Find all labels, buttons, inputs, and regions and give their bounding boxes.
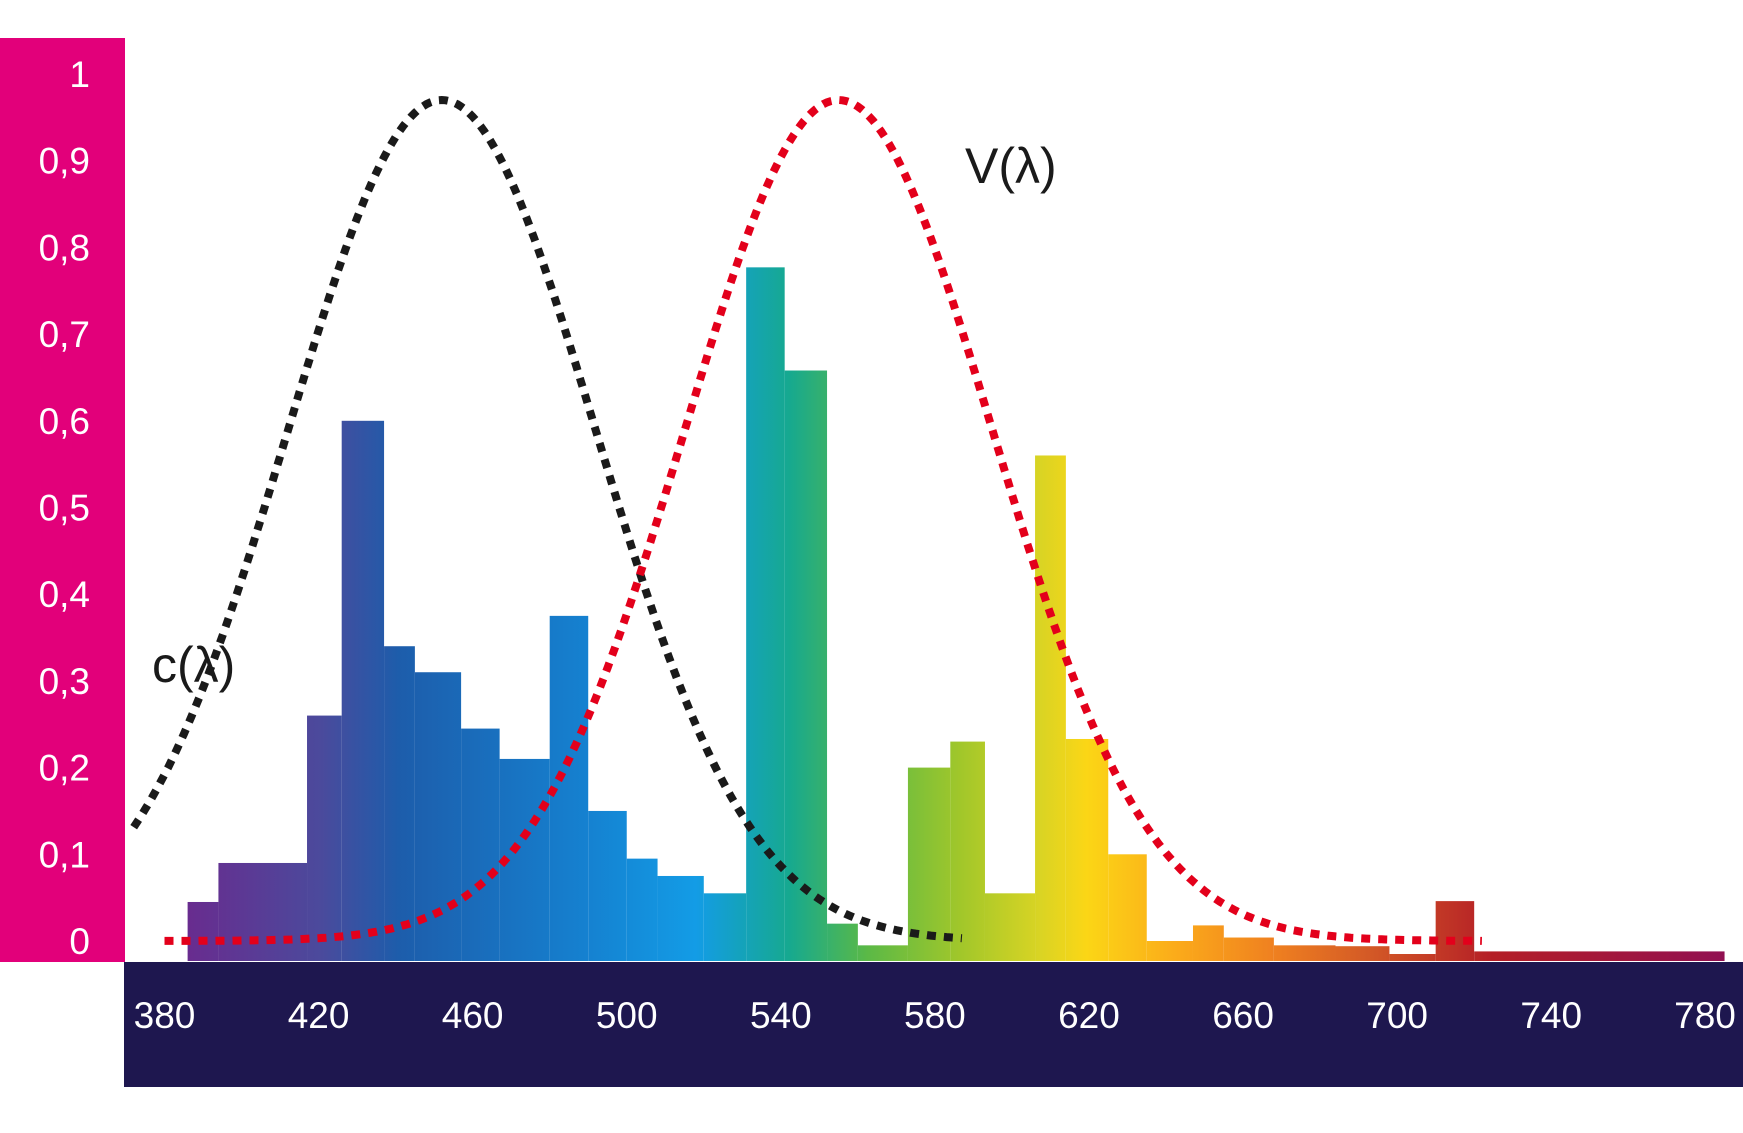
spectrum-bar-22 xyxy=(1108,854,1147,961)
y-tick-label: 0,3 xyxy=(39,661,90,702)
spectrum-bar-27 xyxy=(1335,946,1390,961)
x-tick-label: 620 xyxy=(1058,995,1120,1036)
spectrum-bar-13 xyxy=(746,267,785,961)
x-tick-label: 380 xyxy=(134,995,196,1036)
spectrum-bar-16 xyxy=(857,945,908,961)
spectrum-bar-15 xyxy=(827,923,858,961)
v-lambda-curve xyxy=(164,95,1483,945)
spectrum-bar-6 xyxy=(461,728,500,961)
x-tick-label: 500 xyxy=(596,995,658,1036)
spectrum-bar-2 xyxy=(307,715,342,961)
spectrum-bar-0 xyxy=(187,901,219,961)
curves xyxy=(130,95,1483,945)
v-lambda-label: V(λ) xyxy=(965,138,1057,194)
spectrum-bar-24 xyxy=(1192,925,1224,961)
spectrum-bar-12 xyxy=(703,893,747,961)
y-tick-label: 0,4 xyxy=(39,574,90,615)
spectrum-bar-28 xyxy=(1389,954,1436,961)
spectrum-bar-1 xyxy=(218,862,308,961)
x-tick-label: 780 xyxy=(1674,995,1736,1036)
y-tick-label: 0,5 xyxy=(39,488,90,529)
x-tick-label: 580 xyxy=(904,995,966,1036)
y-axis-panel xyxy=(0,38,125,962)
spectrum-bar-23 xyxy=(1146,941,1193,961)
y-tick-label: 0,9 xyxy=(39,141,90,182)
x-tick-label: 660 xyxy=(1212,995,1274,1036)
spectrum-bar-9 xyxy=(588,810,627,961)
spectrum-bar-20 xyxy=(1035,455,1066,961)
spectrum-bar-30 xyxy=(1474,951,1725,961)
spectrum-bar-19 xyxy=(984,893,1036,961)
spectrum-bar-21 xyxy=(1065,738,1109,961)
spectrum-bar-11 xyxy=(657,875,704,961)
x-axis-panel xyxy=(124,962,1743,1087)
spectrum-bar-18 xyxy=(950,741,985,961)
spectrum-bar-29 xyxy=(1435,901,1475,961)
x-tick-labels: 380 420 460 500 540 580 620 660 700 740 780 xyxy=(134,995,1736,1036)
x-tick-label: 700 xyxy=(1366,995,1428,1036)
y-tick-label: 1 xyxy=(69,54,90,95)
y-tick-label: 0,2 xyxy=(39,748,90,789)
y-tick-label: 0,8 xyxy=(39,227,90,268)
spectrum-bar-3 xyxy=(341,420,385,961)
y-tick-label: 0,7 xyxy=(39,314,90,355)
spectrum-bar-25 xyxy=(1223,937,1274,961)
spectrum-bar-10 xyxy=(626,858,658,961)
spectrum-bar-14 xyxy=(784,370,828,961)
y-tick-label: 0,6 xyxy=(39,401,90,442)
x-tick-label: 420 xyxy=(288,995,350,1036)
x-tick-label: 540 xyxy=(750,995,812,1036)
y-tick-labels: 0 0,1 0,2 0,3 0,4 0,5 0,6 0,7 0,8 0,9 1 xyxy=(39,54,90,962)
x-tick-label: 460 xyxy=(442,995,504,1036)
c-lambda-label: c(λ) xyxy=(152,637,235,693)
spectrum-bar-26 xyxy=(1273,945,1336,961)
spectrum-bar-17 xyxy=(907,767,951,961)
spectrum-bar-4 xyxy=(384,646,415,961)
x-tick-label: 740 xyxy=(1520,995,1582,1036)
y-tick-label: 0,1 xyxy=(39,834,90,875)
spectrum-bars xyxy=(187,267,1725,961)
y-tick-label: 0 xyxy=(69,921,90,962)
